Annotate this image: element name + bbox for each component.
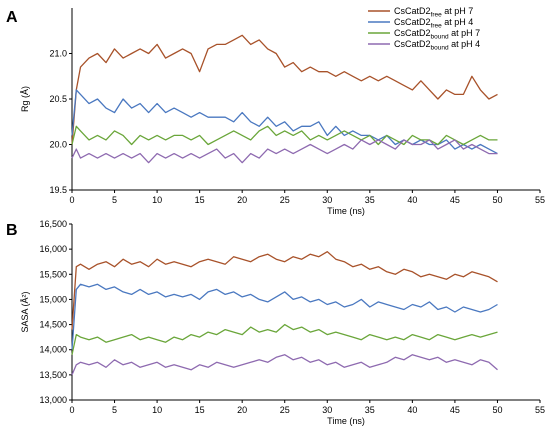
x-tick-label: 15 [195,405,205,415]
y-tick-label: 16,000 [39,244,67,254]
x-tick-label: 5 [112,405,117,415]
x-tick-label: 40 [407,405,417,415]
series-line-b-1 [71,251,498,330]
x-axis-label: Time (ns) [327,416,365,426]
x-tick-label: 0 [69,195,74,205]
series-line-a-1 [71,34,498,145]
y-tick-label: 15,000 [39,294,67,304]
x-tick-label: 40 [407,195,417,205]
y-axis-label: Rg (Å) [20,86,30,112]
y-axis-label: SASA (Å²) [20,291,30,332]
x-tick-label: 20 [237,195,247,205]
series-line-a-3 [71,125,498,146]
y-tick-label: 15,500 [39,269,67,279]
x-tick-label: 20 [237,405,247,415]
x-tick-label: 55 [535,195,545,205]
x-tick-label: 25 [280,195,290,205]
y-tick-label: 14,000 [39,345,67,355]
x-tick-label: 35 [365,195,375,205]
series-line-a-4 [71,139,498,164]
legend-entry: CsCatD2bound at pH 7 [394,28,480,41]
x-tick-label: 30 [322,405,332,415]
x-tick-label: 55 [535,405,545,415]
y-tick-label: 20.5 [49,94,67,104]
x-tick-label: 10 [152,405,162,415]
legend-entry: CsCatD2bound at pH 4 [394,39,480,52]
y-tick-label: 14,500 [39,320,67,330]
x-tick-label: 5 [112,195,117,205]
x-tick-label: 30 [322,195,332,205]
series-line-b-3 [71,323,498,355]
x-tick-label: 50 [492,405,502,415]
x-axis-label: Time (ns) [327,206,365,216]
x-tick-label: 45 [450,405,460,415]
y-tick-label: 19.5 [49,185,67,195]
x-tick-label: 25 [280,405,290,415]
y-tick-label: 16,500 [39,219,67,229]
x-tick-label: 35 [365,405,375,415]
x-tick-label: 15 [195,195,205,205]
panel-a-chart: 0 5 10 15 20 25 30 35 40 45 50 55 19.5 20.0 20.5 21.0 Ti… [20,8,545,216]
x-tick-label: 10 [152,195,162,205]
legend-entry: CsCatD2free at pH 7 [394,6,473,19]
x-tick-label: 50 [492,195,502,205]
panel-a-label: A [6,9,18,26]
series-line-b-4 [71,354,498,376]
y-tick-label: 13,000 [39,395,67,405]
panel-b-label: B [6,222,18,239]
legend-entry: CsCatD2free at pH 4 [394,17,473,30]
x-tick-label: 45 [450,195,460,205]
y-tick-label: 20.0 [49,140,67,150]
panel-b-chart: 0 5 10 15 20 25 30 35 40 45 50 55 13,000 13,500 14,000… [20,219,545,426]
series-line-b-2 [71,283,498,350]
y-tick-label: 13,500 [39,370,67,380]
x-tick-label: 0 [69,405,74,415]
y-tick-label: 21.0 [49,49,67,59]
